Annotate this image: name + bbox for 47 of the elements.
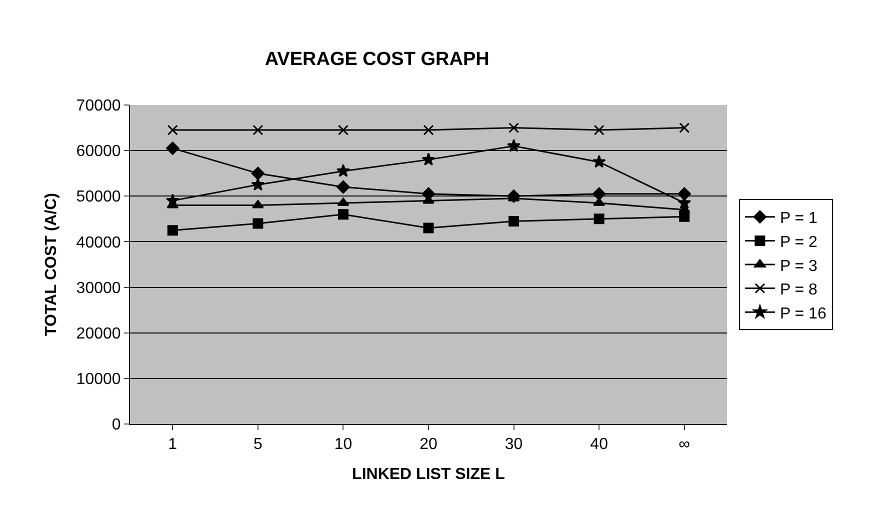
x-tick-label: 30 [504, 436, 523, 454]
x-tick-label: 1 [168, 436, 178, 454]
point [679, 122, 690, 134]
point [507, 138, 521, 152]
y-tick-label: 30000 [76, 280, 121, 297]
point [251, 178, 265, 191]
legend-label: P = 8 [780, 282, 818, 299]
point [166, 194, 180, 207]
point [338, 124, 348, 136]
y-tick-label: 20000 [76, 325, 121, 342]
x-tick-label: 40 [590, 436, 608, 454]
point [592, 187, 606, 200]
point [167, 124, 178, 136]
point [336, 180, 350, 194]
y-tick-label: 70000 [76, 98, 121, 115]
point [678, 187, 691, 200]
point [422, 152, 436, 166]
point [252, 218, 264, 229]
x-tick-label: 5 [253, 436, 262, 454]
x-tick-label: 20 [420, 436, 438, 454]
legend-label: P = 16 [780, 305, 826, 322]
y-tick-label: 10000 [76, 371, 121, 388]
point [508, 122, 520, 134]
x-axis-title: LINKED LIST SIZE L [352, 466, 506, 483]
y-axis-title: TOTAL COST (A/C) [43, 192, 60, 336]
legend-label: P = 3 [780, 258, 818, 275]
point [594, 214, 604, 224]
point [338, 209, 348, 220]
point [594, 124, 604, 136]
point [423, 124, 434, 136]
point [251, 166, 265, 180]
y-tick-label: 50000 [76, 188, 121, 206]
point [167, 225, 178, 236]
point [423, 222, 434, 234]
point [508, 216, 520, 226]
legend-label: P = 1 [780, 210, 818, 228]
point [166, 142, 180, 155]
y-tick-label: 0 [112, 416, 121, 434]
legend-label: P = 2 [780, 234, 818, 251]
y-tick-label: 60000 [76, 143, 121, 160]
point [336, 164, 350, 177]
x-tick-label: ∞ [678, 436, 690, 454]
point [252, 124, 264, 136]
point [592, 154, 606, 168]
chart-title: AVERAGE COST GRAPH [264, 49, 490, 70]
x-tick-label: 10 [334, 436, 352, 454]
y-tick-label: 40000 [76, 234, 121, 252]
